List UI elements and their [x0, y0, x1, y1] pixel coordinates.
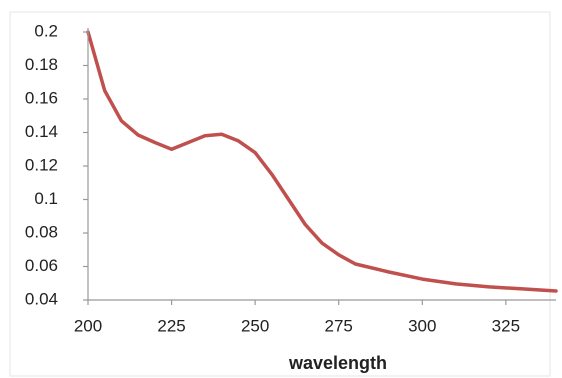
y-tick-label: 0.1 [34, 189, 58, 208]
frame [9, 11, 551, 377]
data-line [86, 30, 558, 293]
x-tick-label: 200 [74, 316, 102, 335]
y-tick-label: 0.16 [25, 88, 58, 107]
x-tick-label: 225 [157, 316, 185, 335]
y-tick-label: 0.2 [34, 21, 58, 40]
x-tick-label: 275 [325, 316, 353, 335]
plot-area [86, 30, 558, 293]
y-tick-label: 0.06 [25, 256, 58, 275]
y-tick-label: 0.12 [25, 155, 58, 174]
x-tick-label: 325 [492, 316, 520, 335]
x-tick-label: 250 [241, 316, 269, 335]
y-tick-label: 0.04 [25, 289, 58, 308]
y-tick-label: 0.18 [25, 55, 58, 74]
y-tick-label: 0.08 [25, 222, 58, 241]
y-tick-label: 0.14 [25, 122, 58, 141]
x-axis-label: wavelength [288, 353, 387, 373]
y-tick-labels: 0.04 0.06 0.08 0.1 0.12 0.14 0.16 0.18 0.2 [25, 21, 58, 308]
x-tick-label: 300 [408, 316, 436, 335]
